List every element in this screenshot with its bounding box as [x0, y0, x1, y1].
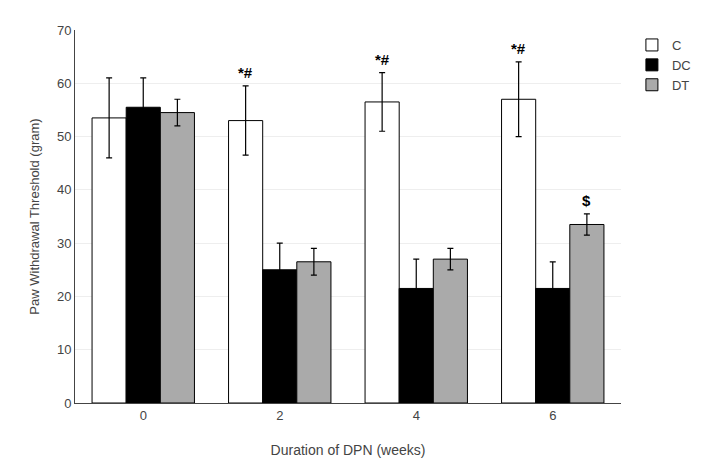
- svg-text:50: 50: [57, 129, 71, 144]
- svg-text:$: $: [582, 192, 591, 209]
- svg-text:6: 6: [549, 408, 556, 423]
- svg-text:*#: *#: [511, 40, 526, 57]
- svg-text:*#: *#: [238, 64, 253, 81]
- svg-text:DT: DT: [672, 78, 689, 93]
- svg-text:0: 0: [140, 408, 147, 423]
- svg-text:40: 40: [57, 182, 71, 197]
- svg-text:DC: DC: [672, 58, 691, 73]
- svg-text:*#: *#: [375, 51, 390, 68]
- svg-text:2: 2: [276, 408, 283, 423]
- svg-text:C: C: [672, 38, 681, 53]
- svg-text:30: 30: [57, 236, 71, 251]
- svg-text:70: 70: [57, 23, 71, 38]
- svg-text:Duration of DPN (weeks): Duration of DPN (weeks): [271, 442, 426, 458]
- svg-text:0: 0: [64, 396, 71, 411]
- svg-text:10: 10: [57, 342, 71, 357]
- svg-text:Paw Withdrawal Threshold (gram: Paw Withdrawal Threshold (gram): [27, 118, 42, 314]
- svg-text:4: 4: [413, 408, 420, 423]
- svg-text:60: 60: [57, 76, 71, 91]
- svg-text:20: 20: [57, 289, 71, 304]
